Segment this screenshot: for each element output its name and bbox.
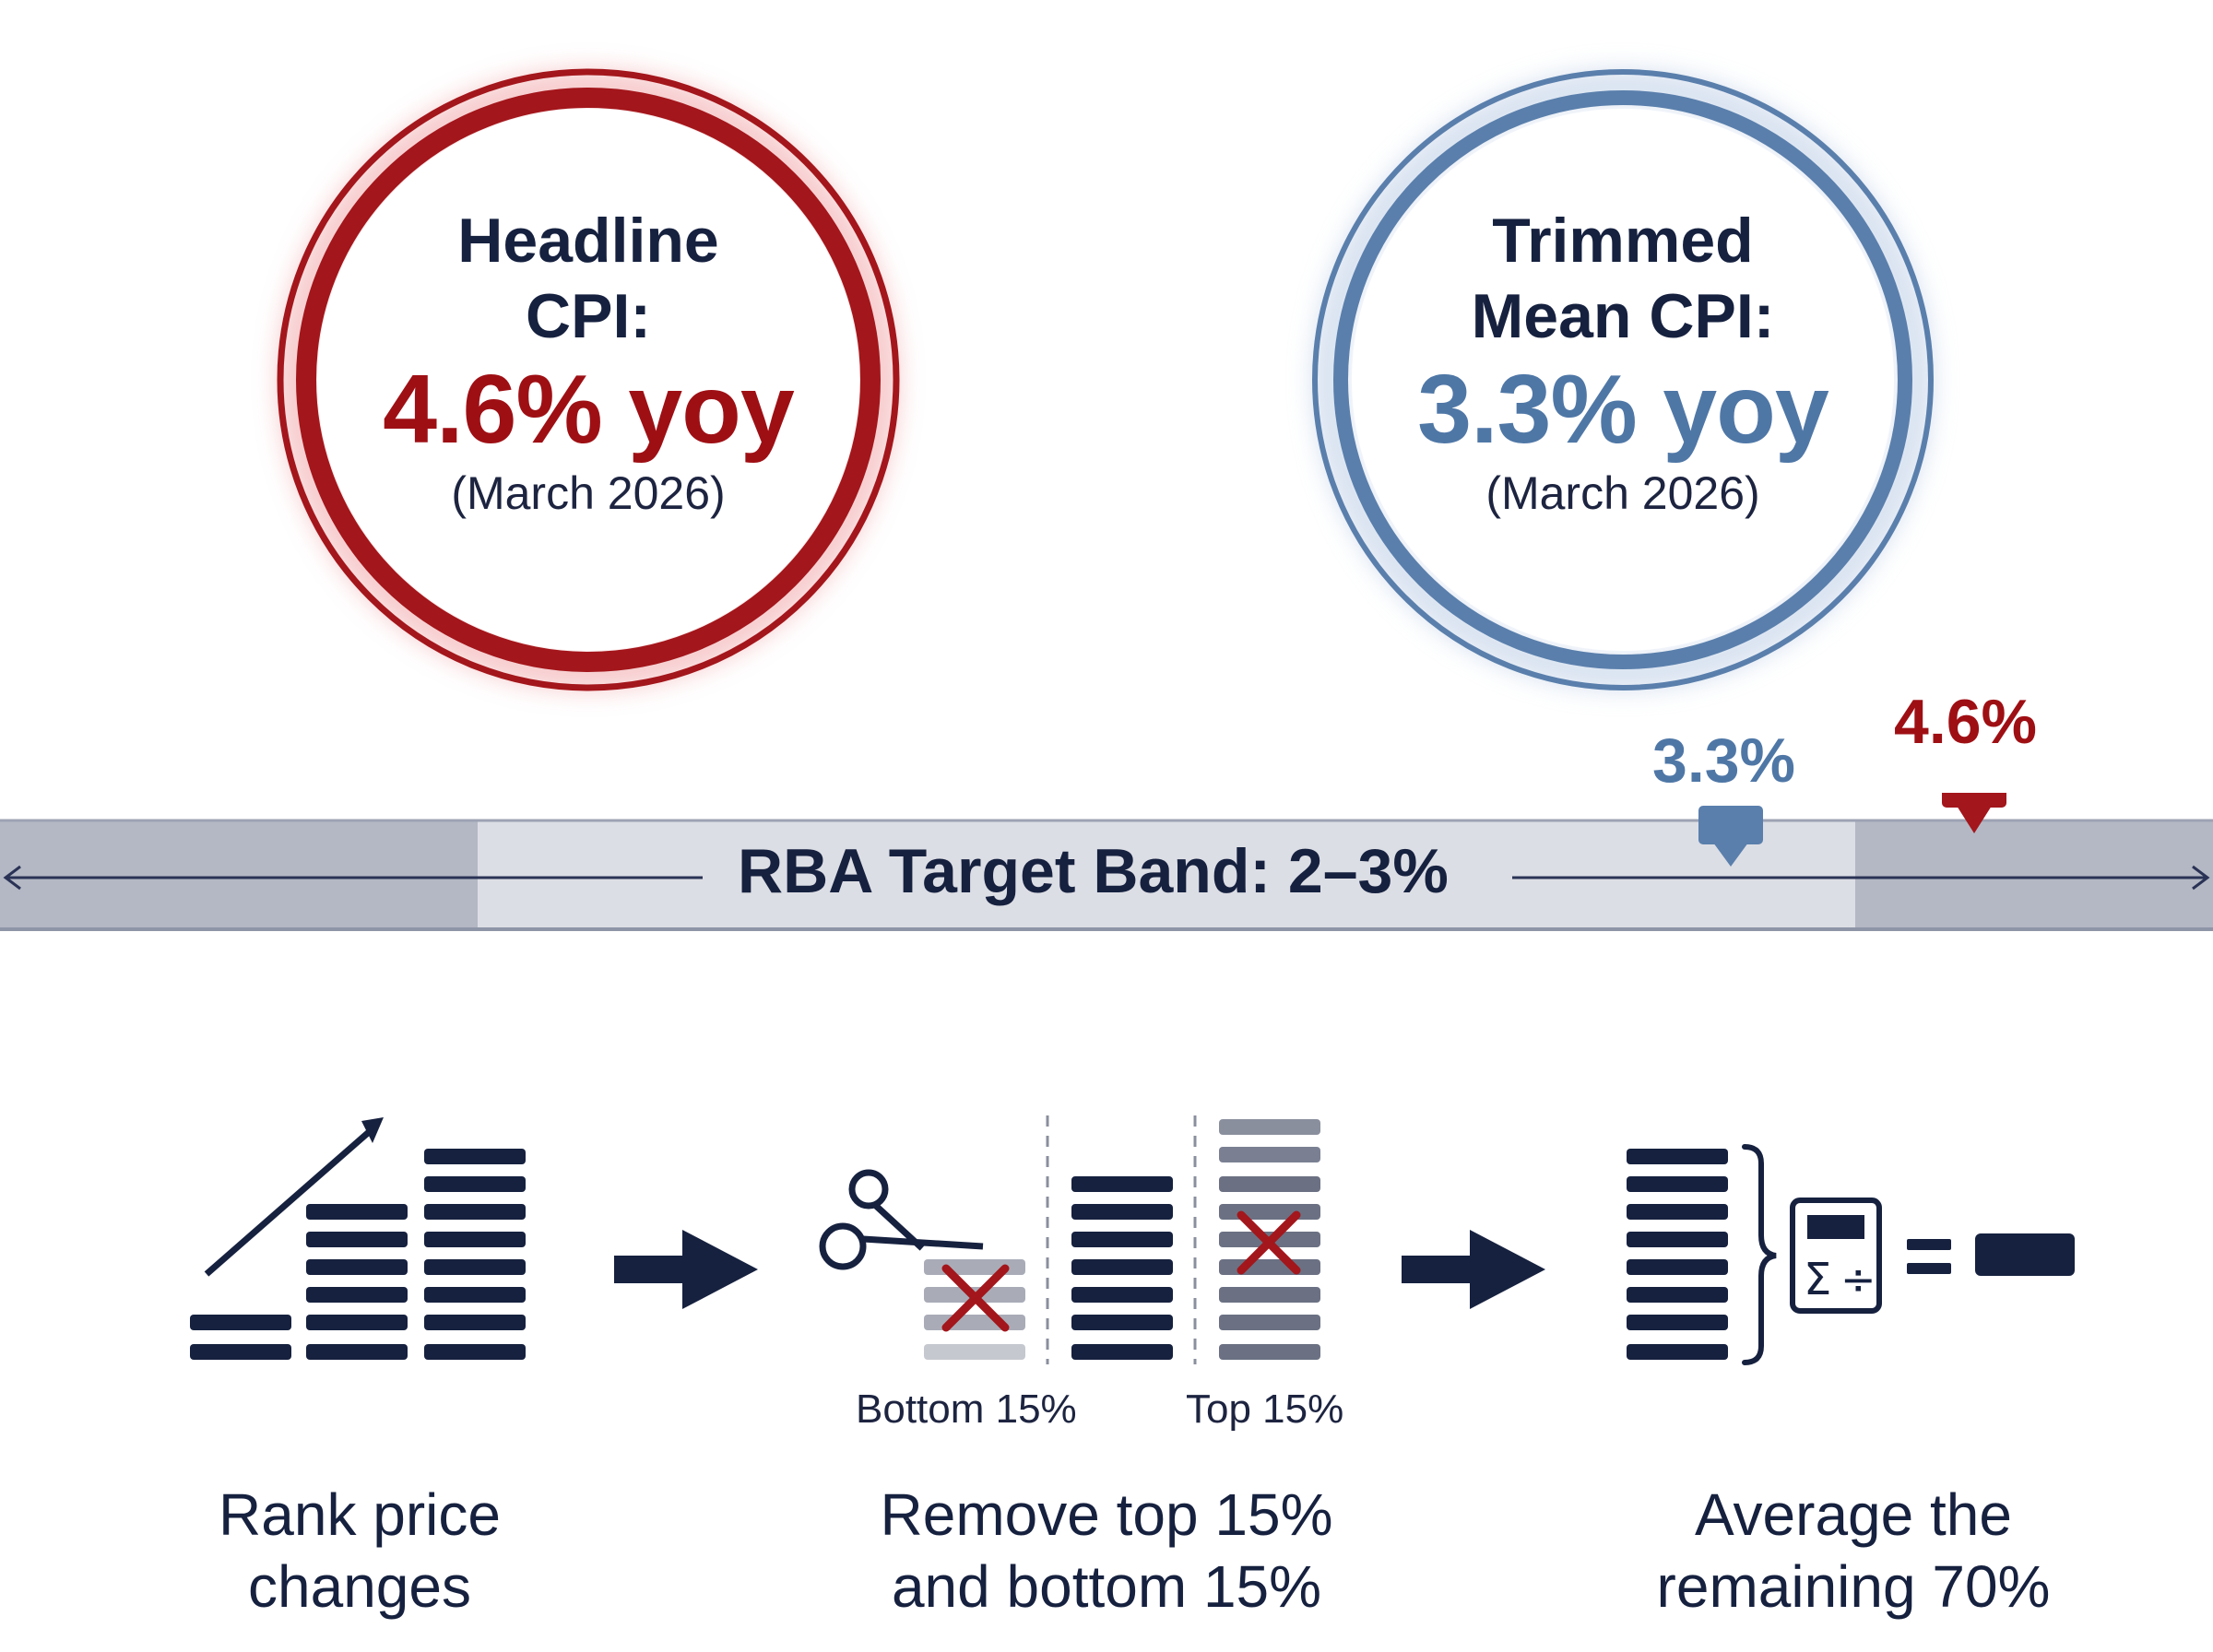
step2-line2: and bottom 15% — [891, 1553, 1322, 1620]
kept-bars — [1071, 1176, 1173, 1360]
headline-marker — [1942, 793, 2006, 833]
step1-line2: changes — [248, 1553, 471, 1620]
rank-bars-right — [424, 1149, 526, 1360]
headline-date: (March 2026) — [451, 467, 726, 519]
rank-bars-middle — [306, 1204, 408, 1360]
arrow-right-icon — [1402, 1230, 1545, 1309]
cross-icon — [941, 1264, 1010, 1332]
rank-bars-left — [190, 1315, 291, 1360]
circles-graphic — [277, 68, 1934, 691]
trend-arrow-icon — [204, 1117, 384, 1277]
step3-line2: remaining 70% — [1656, 1553, 2051, 1620]
target-band — [0, 793, 2213, 931]
step1-caption: Rank price changes — [120, 1479, 599, 1622]
svg-text:Σ: Σ — [1804, 1254, 1831, 1305]
headline-title-1: Headline — [457, 206, 719, 276]
svg-text:÷: ÷ — [1840, 1255, 1876, 1304]
trimmed-circle — [1312, 69, 1934, 690]
band-label: RBA Target Band: 2–3% — [738, 836, 1449, 906]
trimmed-title-1: Trimmed — [1492, 206, 1754, 276]
step3-caption: Average the remaining 70% — [1577, 1479, 2130, 1622]
trimmed-value: 3.3% yoy — [1417, 355, 1829, 464]
headline-title-2: CPI: — [526, 281, 651, 351]
step2-line1: Remove top 15% — [880, 1481, 1333, 1548]
arrow-right-icon — [614, 1230, 758, 1309]
result-bar — [1975, 1233, 2075, 1276]
headline-circle — [277, 68, 900, 691]
scissors-icon — [819, 1169, 984, 1270]
equals-icon — [1907, 1239, 1951, 1274]
headline-value: 4.6% yoy — [383, 355, 795, 464]
trimmed-text: Trimmed Mean CPI: 3.3% yoy (March 2026) — [1346, 203, 1899, 522]
trimmed-marker — [1698, 806, 1763, 867]
trimmed-date: (March 2026) — [1485, 467, 1760, 519]
top-15-label: Top 15% — [1186, 1386, 1344, 1432]
step3-line1: Average the — [1695, 1481, 2012, 1548]
step2-caption: Remove top 15% and bottom 15% — [811, 1479, 1402, 1622]
headline-marker-label: 4.6% — [1894, 687, 2037, 757]
trimmed-marker-label: 3.3% — [1652, 726, 1795, 796]
calculator-icon: Σ ÷ — [1790, 1198, 1882, 1314]
step1-line1: Rank price — [219, 1481, 501, 1548]
headline-text: Headline CPI: 4.6% yoy (March 2026) — [312, 203, 865, 522]
process-graphic: Σ ÷ — [190, 1115, 2075, 1365]
trimmed-title-2: Mean CPI: — [1471, 281, 1775, 351]
bottom-15-label: Bottom 15% — [856, 1386, 1077, 1432]
bottom-bars — [924, 1259, 1025, 1360]
remaining-bars — [1627, 1149, 1728, 1360]
cross-icon — [1237, 1210, 1301, 1275]
brace-icon — [1742, 1144, 1777, 1365]
